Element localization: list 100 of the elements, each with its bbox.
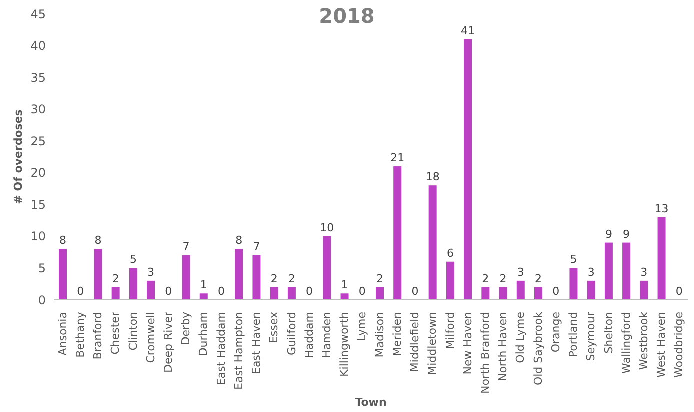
bar [570, 268, 578, 300]
x-tick-label: Wallingford [620, 312, 633, 374]
bar [640, 280, 648, 300]
data-label: 13 [654, 202, 669, 216]
x-tick-label: North Haven [496, 312, 510, 382]
data-label: 41 [461, 24, 476, 38]
x-tick-label: Haddam [302, 312, 316, 358]
bar [270, 287, 278, 300]
y-tick-label: 40 [30, 39, 46, 54]
data-label: 21 [390, 152, 405, 165]
x-tick-label: Old Lyme [514, 312, 528, 364]
bar [428, 186, 437, 300]
x-tick-label: Orange [549, 312, 562, 353]
x-tick-label: Meriden [390, 312, 404, 357]
data-label: 2 [288, 272, 296, 286]
bar [622, 242, 631, 300]
x-tick-label: Woodbridge [672, 312, 686, 378]
x-tick-label: Durham [197, 312, 210, 356]
data-label: 0 [412, 285, 419, 298]
data-label: 1 [341, 278, 348, 292]
data-label: 2 [112, 272, 120, 286]
data-label: 0 [306, 285, 314, 298]
x-tick-label: East Haddam [214, 312, 228, 386]
x-tick-label: Guilford [285, 312, 298, 356]
bar [587, 280, 596, 300]
data-label: 2 [270, 272, 278, 286]
x-tick-label: Branford [92, 312, 105, 360]
x-tick-label: Westbrook [637, 311, 650, 370]
x-tick-label: Madison [373, 312, 386, 358]
x-tick-label: North Branford [478, 312, 492, 394]
data-label: 2 [376, 272, 384, 286]
x-tick-label: Middletown [426, 312, 440, 376]
data-label: 10 [320, 221, 334, 234]
bar [340, 294, 349, 300]
data-label: 8 [94, 234, 102, 248]
data-label: 3 [148, 266, 155, 279]
x-axis-title: Town [355, 396, 387, 409]
chart-title: 2018 [319, 4, 375, 28]
y-axis-title: # Of overdoses [12, 109, 25, 204]
bar [252, 256, 261, 300]
data-label: 3 [640, 266, 648, 279]
data-label: 2 [500, 272, 507, 286]
data-label: 3 [588, 266, 595, 279]
data-label: 0 [676, 285, 683, 298]
bar [235, 249, 244, 300]
bar [200, 294, 208, 300]
x-tick-label: New Haven [461, 312, 474, 375]
bar [516, 280, 525, 300]
bar [499, 287, 508, 300]
bar [94, 249, 102, 300]
x-tick-label: East Haven [250, 312, 264, 374]
x-tick-label: Lyme [356, 312, 369, 342]
data-label: 6 [446, 246, 454, 260]
bar [464, 39, 472, 300]
data-label: 0 [552, 285, 560, 298]
data-label: 2 [535, 272, 542, 286]
bar [376, 287, 384, 300]
x-tick-label: Killingworth [338, 312, 352, 377]
x-tick-label: Cromwell [144, 312, 158, 364]
data-label: 0 [218, 285, 225, 298]
bar [112, 287, 120, 300]
y-tick-label: 35 [30, 70, 46, 85]
x-tick-label: Derby [180, 312, 193, 346]
x-tick-label: Old Saybrook [532, 311, 545, 386]
x-tick-label: Seymour [584, 312, 598, 362]
x-tick-label: Ansonia [56, 312, 70, 356]
y-tick-label: 0 [38, 293, 46, 308]
x-tick-label: West Haven [655, 312, 668, 378]
bar [534, 287, 542, 300]
data-label: 3 [517, 266, 524, 279]
bar [182, 256, 190, 300]
data-label: 0 [77, 285, 84, 298]
bar [658, 217, 666, 300]
y-tick-label: 30 [30, 102, 46, 117]
data-label: 5 [570, 253, 578, 266]
data-label: 8 [60, 234, 66, 248]
bar [288, 287, 296, 300]
data-label: 9 [605, 228, 612, 241]
bar [129, 268, 138, 300]
x-tick-label: Milford [444, 312, 457, 350]
data-label: 8 [236, 234, 243, 248]
bar [394, 166, 402, 300]
data-label: 7 [253, 240, 260, 254]
x-tick-label: Clinton [126, 312, 140, 351]
data-label: 1 [200, 278, 208, 292]
bar [446, 262, 454, 300]
data-label: 0 [358, 285, 366, 298]
bar [604, 242, 613, 300]
bar [59, 249, 67, 300]
data-label: 2 [482, 272, 490, 286]
y-tick-label: 5 [38, 261, 46, 276]
x-tick-label: Deep River [162, 312, 175, 373]
data-label: 18 [426, 170, 440, 184]
bar [482, 287, 490, 300]
y-tick-label: 20 [30, 166, 46, 180]
y-tick-label: 10 [30, 230, 46, 244]
y-tick-label: 25 [30, 134, 46, 148]
data-label: 5 [130, 253, 137, 266]
x-tick-label: Essex [268, 312, 281, 344]
x-tick-label: Hamden [320, 312, 334, 358]
